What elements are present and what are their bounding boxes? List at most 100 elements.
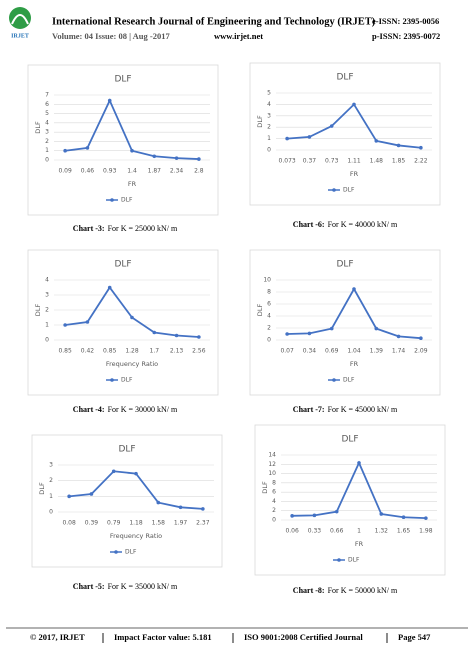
x-axis-label: Frequency Ratio <box>106 360 158 368</box>
x-tick-label: 0.06 <box>285 528 299 535</box>
chart-title: DLF <box>341 435 358 445</box>
data-point <box>401 515 406 520</box>
chart-title: DLF <box>336 73 353 83</box>
legend-marker <box>110 378 114 382</box>
caption-text: For K = 50000 kN/ m <box>328 586 398 595</box>
y-tick-label: 10 <box>268 470 276 477</box>
chart: DLF 0 1 2 3 DLF 0.08 0.39 0.79 1.18 1.58 1.97 2.37 Fr… <box>31 434 223 568</box>
x-tick-label: 2.37 <box>196 520 210 527</box>
caption-text: For K = 30000 kN/ m <box>108 405 178 414</box>
data-point <box>130 148 134 153</box>
data-point <box>107 285 112 290</box>
x-tick-label: 1.97 <box>174 520 188 527</box>
data-point <box>111 469 116 474</box>
legend-label: DLF <box>348 557 360 564</box>
y-tick-label: 6 <box>267 301 271 308</box>
footer-item: Impact Factor value: 5.181 <box>114 632 212 642</box>
y-axis-label: DLF <box>256 304 264 317</box>
x-tick-label: 0.33 <box>308 528 322 535</box>
y-tick-label: 8 <box>267 289 271 296</box>
x-tick-label: 2.8 <box>194 168 204 175</box>
data-point <box>334 509 339 514</box>
footer-item: ISO 9001:2008 Certified Journal <box>244 632 363 642</box>
caption-label: Chart -6: <box>293 220 325 229</box>
chart-title: DLF <box>336 260 353 270</box>
chart: DLF 0 2 4 6 8 10 12 14 DLF 0.06 0.33 0.66 1 1.32 1.65 1.… <box>254 424 446 576</box>
x-tick-label: 0.79 <box>107 520 121 527</box>
chart-frame <box>254 424 446 576</box>
y-axis-label: DLF <box>256 115 264 128</box>
x-tick-label: 1.85 <box>392 158 406 165</box>
logo: IRJET <box>9 7 31 39</box>
caption-label: Chart -3: <box>73 224 105 233</box>
data-point <box>352 287 356 291</box>
x-tick-label: 0.07 <box>280 348 294 355</box>
x-tick-label: 1.65 <box>397 528 411 535</box>
data-point <box>89 492 94 496</box>
y-tick-label: 2 <box>267 124 271 131</box>
x-tick-label: 0.09 <box>58 168 72 175</box>
data-point <box>63 323 67 327</box>
y-tick-label: 1 <box>45 147 49 154</box>
x-tick-label: 2.34 <box>170 168 184 175</box>
caption-text: For K = 35000 kN/ m <box>108 582 178 591</box>
eissn: e-ISSN: 2395-0056 <box>372 16 439 26</box>
y-tick-label: 4 <box>45 277 49 284</box>
x-tick-label: 2.56 <box>192 348 206 355</box>
caption-text: For K = 40000 kN/ m <box>328 220 398 229</box>
data-point <box>285 332 289 336</box>
x-tick-label: 1.18 <box>129 520 143 527</box>
data-point <box>134 471 138 476</box>
x-axis-label: FR <box>350 170 359 178</box>
data-point <box>357 461 361 465</box>
x-tick-label: 2.09 <box>414 348 428 355</box>
chart-title: DLF <box>114 260 131 270</box>
y-tick-label: 3 <box>45 129 49 136</box>
data-point <box>156 500 161 505</box>
x-tick-label: 0.66 <box>330 528 344 535</box>
legend-label: DLF <box>121 377 133 384</box>
y-tick-label: 0 <box>267 147 271 154</box>
x-tick-label: 0.08 <box>62 520 76 527</box>
x-tick-label: 1.32 <box>375 528 389 535</box>
caption-label: Chart -5: <box>73 582 105 591</box>
y-tick-label: 0 <box>272 517 276 524</box>
x-axis-label: Frequency Ratio <box>110 532 162 540</box>
y-tick-label: 2 <box>45 138 49 145</box>
legend-label: DLF <box>343 187 355 194</box>
data-point <box>424 516 428 520</box>
x-tick-label: 1.04 <box>347 348 361 355</box>
chart-frame <box>249 249 441 396</box>
journal-title: International Research Journal of Engine… <box>52 16 376 27</box>
legend-marker <box>332 378 336 382</box>
data-point <box>285 136 289 141</box>
y-tick-label: 0 <box>49 509 53 516</box>
chart: DLF 0 2 4 6 8 10 DLF 0.07 0.34 0.69 1.04 1.39 1.74 2.0… <box>249 249 441 396</box>
y-tick-label: 5 <box>267 90 271 97</box>
y-axis-label: DLF <box>261 481 269 494</box>
y-tick-label: 4 <box>267 313 271 320</box>
site: www.irjet.net <box>214 31 263 41</box>
data-point <box>379 512 384 516</box>
legend-label: DLF <box>121 197 133 204</box>
data-point <box>197 157 201 161</box>
data-point <box>290 514 294 518</box>
data-point <box>374 326 379 331</box>
chart-title: DLF <box>114 75 131 85</box>
caption: Chart -4: For K = 30000 kN/ m <box>73 405 178 414</box>
data-point <box>307 331 312 336</box>
data-point <box>174 156 179 160</box>
data-point <box>374 139 379 143</box>
data-point <box>329 124 334 128</box>
y-tick-label: 1 <box>267 135 271 142</box>
x-tick-label: 0.073 <box>279 158 296 165</box>
y-tick-label: 2 <box>272 507 276 514</box>
x-tick-label: 0.34 <box>303 348 317 355</box>
x-axis-label: FR <box>128 180 137 188</box>
legend-marker <box>114 550 118 554</box>
x-tick-label: 2.22 <box>414 158 428 165</box>
x-tick-label: 0.46 <box>81 168 95 175</box>
pissn: p-ISSN: 2395-0072 <box>372 31 440 41</box>
y-tick-label: 3 <box>45 292 49 299</box>
